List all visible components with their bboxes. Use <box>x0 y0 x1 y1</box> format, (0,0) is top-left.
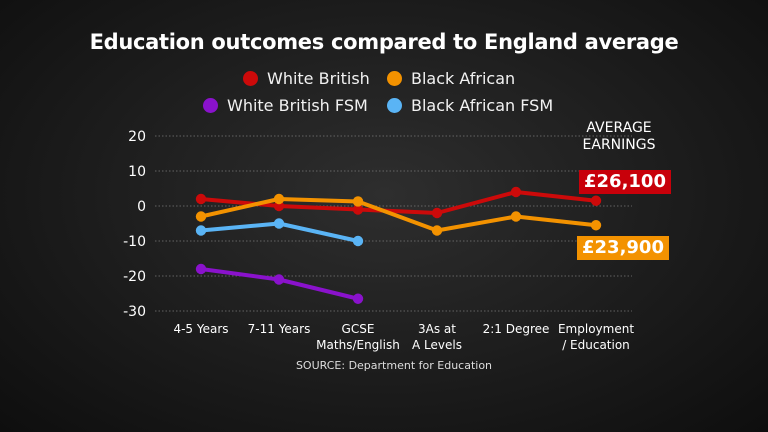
series-line <box>199 190 598 215</box>
legend-white-british-fsm: White British FSM <box>203 96 368 115</box>
data-point <box>195 211 207 222</box>
data-point <box>510 211 522 222</box>
earnings-white-british-badge: £26,100 <box>579 170 671 194</box>
data-point <box>510 186 522 198</box>
y-tick-label: -10 <box>123 234 146 250</box>
y-tick-label: 20 <box>128 129 146 145</box>
legend-dot-icon <box>387 98 402 113</box>
data-point <box>273 218 285 229</box>
data-point <box>352 293 364 304</box>
legend-dot-icon <box>387 71 402 86</box>
data-point <box>195 193 207 205</box>
legend-label: Black African <box>411 69 516 88</box>
legend-dot-icon <box>243 71 258 86</box>
x-tick-label: Employment <box>558 322 634 336</box>
x-tick-label: GCSE <box>342 322 375 336</box>
data-point <box>352 196 364 207</box>
data-point <box>273 274 285 285</box>
x-tick-label: Maths/English <box>316 338 400 352</box>
data-point <box>195 225 207 236</box>
legend-label: Black African FSM <box>411 96 554 115</box>
data-point <box>590 220 602 231</box>
data-point <box>352 235 364 247</box>
data-point <box>431 225 443 236</box>
y-tick-label: 10 <box>128 164 146 180</box>
legend-dot-icon <box>203 98 218 113</box>
source-note: SOURCE: Department for Education <box>295 359 493 372</box>
legend-black-african: Black African <box>387 69 515 88</box>
x-tick-label: 4-5 Years <box>173 322 228 336</box>
data-point <box>273 193 285 205</box>
y-tick-label: 0 <box>137 199 146 215</box>
legend-white-british: White British <box>243 69 370 88</box>
legend-black-african-fsm: Black African FSM <box>387 96 553 115</box>
legend-label: White British FSM <box>227 96 368 115</box>
x-tick-label: 3As at <box>418 322 456 336</box>
data-point <box>195 263 207 275</box>
data-point <box>431 207 443 219</box>
y-tick-label: -30 <box>123 304 146 320</box>
data-point <box>590 195 602 206</box>
x-tick-label: 2:1 Degree <box>483 322 550 336</box>
average-earnings-label: AVERAGE EARNINGS <box>582 120 656 153</box>
x-tick-label: A Levels <box>412 338 462 352</box>
earnings-black-african-badge: £23,900 <box>577 236 669 260</box>
x-tick-label: / Education <box>562 338 630 352</box>
y-tick-label: -20 <box>123 269 146 285</box>
series-line <box>199 197 598 233</box>
legend-label: White British <box>267 69 370 88</box>
data-point <box>352 204 364 215</box>
chart-title: Education outcomes compared to England a… <box>89 30 679 54</box>
x-tick-label: 7-11 Years <box>248 322 311 336</box>
